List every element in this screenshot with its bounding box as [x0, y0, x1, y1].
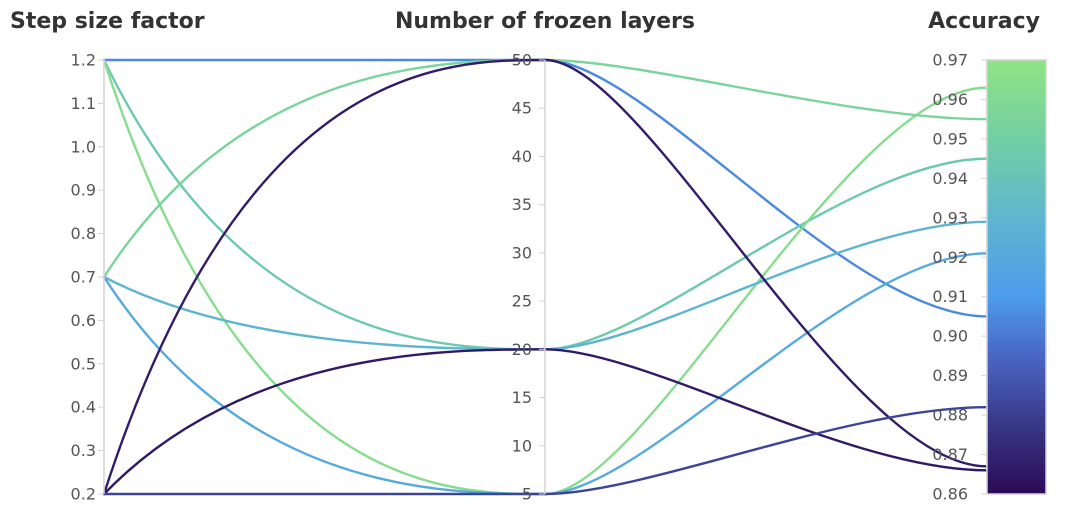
run-line-8-segment-1[interactable] [543, 406, 989, 496]
tick-label-step_size_factor-7: 0.9 [71, 181, 96, 200]
tick-label-step_size_factor-10: 1.2 [71, 51, 96, 70]
tick-label-step_size_factor-5: 0.7 [71, 268, 96, 287]
run-line-4-segment-1[interactable] [543, 220, 989, 351]
tick-label-accuracy-8: 0.94 [932, 169, 968, 188]
run-line-4-segment-0[interactable] [102, 275, 547, 351]
run-line-3-segment-0[interactable] [102, 58, 547, 279]
tick-label-accuracy-0: 0.86 [932, 485, 968, 504]
run-line-2-segment-1[interactable] [543, 86, 989, 496]
tick-label-frozen_layers-3: 20 [512, 340, 532, 359]
run-line-5-segment-0[interactable] [102, 275, 547, 496]
tick-label-accuracy-10: 0.96 [932, 90, 968, 109]
run-line-6-segment-0[interactable] [102, 58, 547, 496]
tick-label-step_size_factor-8: 1.0 [71, 137, 96, 156]
run-line-5-segment-1[interactable] [543, 252, 989, 496]
tick-label-frozen_layers-5: 30 [512, 243, 532, 262]
tick-label-frozen_layers-9: 50 [512, 51, 532, 70]
tick-label-accuracy-6: 0.92 [932, 248, 968, 267]
run-line-6-segment-1[interactable] [543, 58, 989, 468]
axis-frozen-layers[interactable]: 5 10 15 20 25 30 35 40 45 50 [512, 51, 546, 504]
axis-step-size-factor[interactable]: 0.2 0.3 0.4 0.5 0.6 0.7 0.8 0.9 1.0 1.1 1.2 [71, 51, 105, 504]
tick-label-accuracy-3: 0.89 [932, 366, 968, 385]
run-line-0-segment-1[interactable] [543, 58, 989, 318]
tick-label-step_size_factor-1: 0.3 [71, 441, 96, 460]
tick-label-step_size_factor-9: 1.1 [71, 94, 96, 113]
tick-label-accuracy-2: 0.88 [932, 406, 968, 425]
tick-label-frozen_layers-4: 25 [512, 292, 532, 311]
tick-label-accuracy-11: 0.97 [932, 51, 968, 70]
tick-label-step_size_factor-3: 0.5 [71, 354, 96, 373]
tick-label-accuracy-4: 0.90 [932, 327, 968, 346]
axis-title-step-size-factor: Step size factor [10, 9, 205, 34]
axis-title-accuracy: Accuracy [928, 9, 1040, 34]
tick-label-frozen_layers-7: 40 [512, 147, 532, 166]
run-line-3-segment-1[interactable] [543, 58, 989, 121]
tick-label-accuracy-5: 0.91 [932, 287, 968, 306]
tick-label-step_size_factor-0: 0.2 [71, 485, 96, 504]
run-line-7-segment-0[interactable] [102, 348, 547, 496]
tick-label-accuracy-9: 0.95 [932, 129, 968, 148]
tick-label-frozen_layers-0: 5 [522, 485, 532, 504]
accuracy-colorbar [987, 60, 1046, 494]
tick-label-frozen_layers-8: 45 [512, 99, 532, 118]
run-line-1-segment-1[interactable] [543, 157, 989, 351]
run-line-7-segment-1[interactable] [543, 348, 989, 472]
tick-label-step_size_factor-4: 0.6 [71, 311, 96, 330]
tick-label-step_size_factor-2: 0.4 [71, 398, 96, 417]
tick-label-accuracy-7: 0.93 [932, 208, 968, 227]
tick-label-step_size_factor-6: 0.8 [71, 224, 96, 243]
accuracy-colorbar-frame [986, 59, 1047, 495]
run-lines [102, 58, 989, 496]
tick-label-accuracy-1: 0.87 [932, 445, 968, 464]
tick-label-frozen_layers-2: 15 [512, 388, 532, 407]
axis-title-frozen-layers: Number of frozen layers [395, 9, 695, 34]
tick-label-frozen_layers-6: 35 [512, 195, 532, 214]
tick-label-frozen_layers-1: 10 [512, 436, 532, 455]
